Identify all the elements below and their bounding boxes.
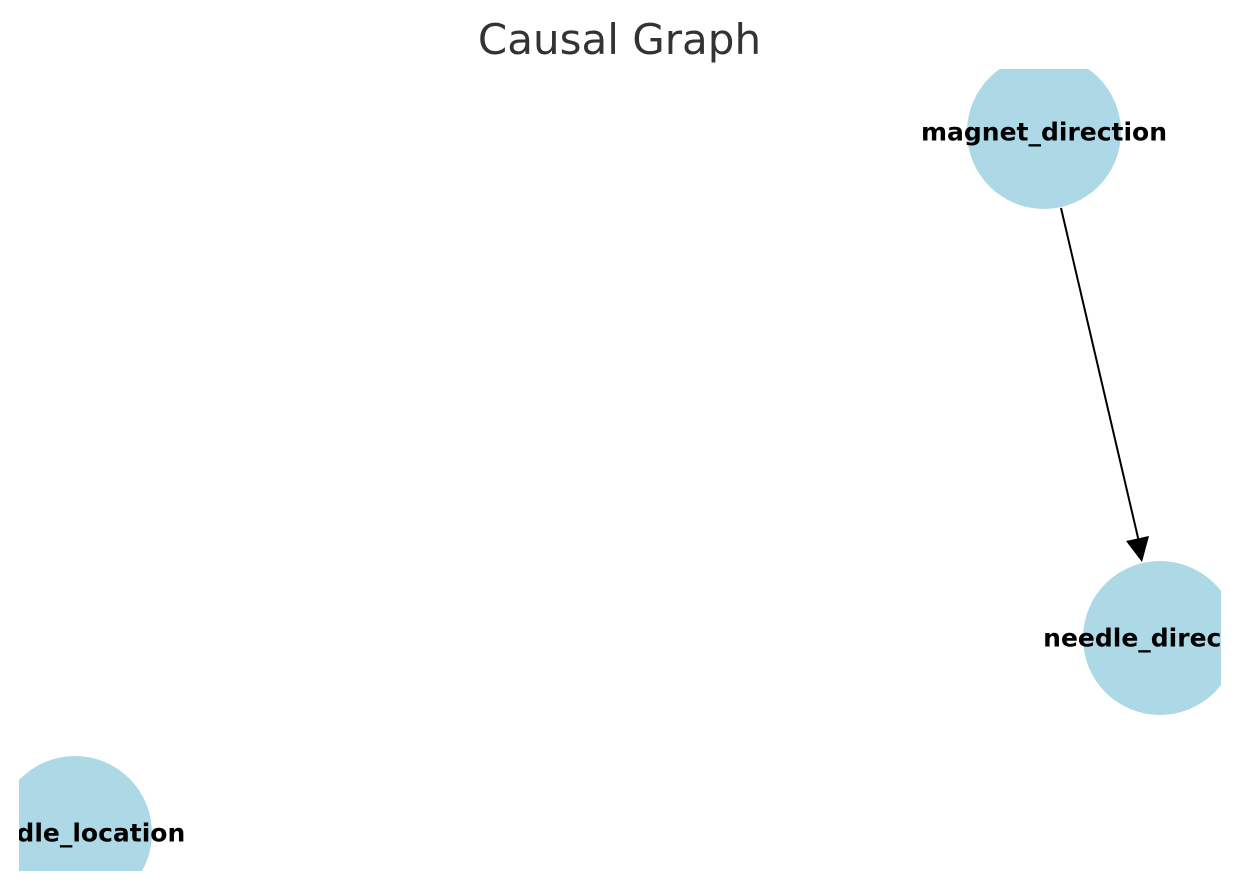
node-circle[interactable] — [0, 756, 152, 890]
node-magnet_direction[interactable]: magnet_direction — [921, 55, 1167, 209]
edge-arrowhead — [1126, 536, 1149, 562]
node-needle_direction[interactable]: needle_direction — [1043, 561, 1239, 715]
node-circle[interactable] — [1083, 561, 1237, 715]
nodes-layer: magnet_direction needle_direction needle… — [0, 55, 1239, 890]
node-label: magnet_direction — [921, 118, 1167, 147]
node-circle[interactable] — [967, 55, 1121, 209]
node-label: needle_direction — [1043, 624, 1239, 653]
node-needle_location[interactable]: needle_location — [0, 756, 185, 890]
edge-magnet_direction-to-needle_direction — [1060, 207, 1140, 543]
node-label: needle_location — [0, 819, 185, 848]
graph-title: Causal Graph — [477, 15, 762, 64]
edges-layer — [1060, 207, 1149, 562]
